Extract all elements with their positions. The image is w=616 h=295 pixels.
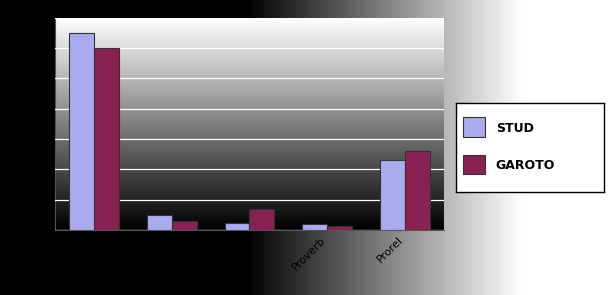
Bar (405, 151, 429, 230)
Bar (249, 209, 274, 230)
Bar (327, 226, 352, 230)
Text: GAROTO: GAROTO (496, 159, 555, 172)
Bar (463, 117, 485, 137)
Bar (225, 222, 249, 230)
Bar (463, 155, 485, 174)
Bar (172, 221, 197, 230)
Bar (380, 160, 405, 230)
Bar (70, 33, 94, 230)
Bar (147, 215, 172, 230)
Text: STUD: STUD (496, 122, 533, 135)
Bar (94, 48, 119, 230)
Bar (302, 224, 327, 230)
